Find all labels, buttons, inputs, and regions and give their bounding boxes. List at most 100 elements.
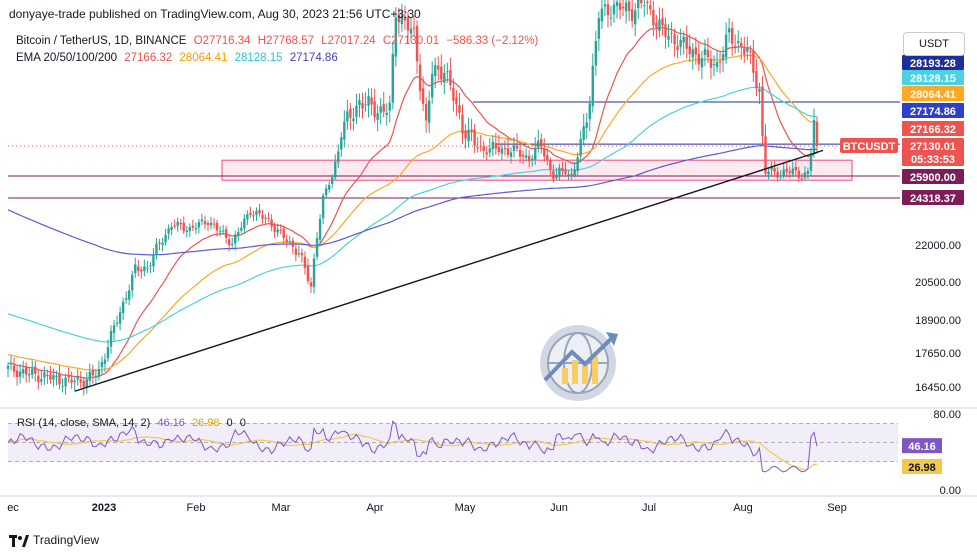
- candle: [761, 76, 764, 147]
- candle: [709, 50, 713, 80]
- candle: [737, 30, 740, 53]
- candle: [812, 108, 816, 158]
- candle: [15, 366, 19, 386]
- candle: [315, 232, 319, 261]
- candle: [591, 53, 594, 113]
- candle: [461, 104, 464, 144]
- time-tick-label: May: [455, 502, 476, 514]
- candle: [152, 247, 155, 273]
- candle: [664, 17, 667, 49]
- candle: [564, 162, 567, 177]
- candle: [600, 0, 604, 29]
- candle: [373, 88, 376, 123]
- candle: [543, 138, 546, 162]
- candle: [570, 167, 573, 180]
- candle: [46, 369, 49, 385]
- candle: [176, 217, 179, 232]
- candle: [606, 0, 610, 28]
- candle: [243, 214, 246, 234]
- candle: [297, 245, 301, 258]
- candle: [758, 82, 761, 105]
- candle: [679, 28, 682, 56]
- candle: [109, 325, 113, 354]
- ema-legend[interactable]: EMA 20/50/100/200 27166.32 28064.41 2812…: [16, 52, 342, 64]
- candle: [727, 18, 731, 43]
- candle: [249, 206, 252, 218]
- candle: [412, 15, 416, 37]
- candle: [143, 259, 146, 277]
- price-tag: 25900.00: [902, 169, 964, 184]
- candle: [112, 319, 116, 341]
- symbol-legend[interactable]: Bitcoin / TetherUS, 1D, BINANCE O27716.3…: [16, 35, 542, 47]
- candle: [615, 0, 619, 19]
- candle: [185, 225, 188, 238]
- candle: [121, 297, 125, 321]
- candle: [221, 224, 225, 235]
- candle: [76, 369, 79, 386]
- candle: [327, 181, 331, 193]
- candle: [782, 162, 785, 179]
- candle: [73, 377, 76, 391]
- candle: [637, 0, 640, 19]
- candle: [618, 0, 622, 20]
- candle: [546, 148, 549, 166]
- candle: [31, 360, 34, 379]
- candle: [621, 0, 625, 16]
- candle: [49, 365, 52, 384]
- symbol-tag: BTCUSDT: [840, 138, 898, 153]
- candle: [627, 0, 631, 22]
- horizontal-levels-layer: [8, 101, 900, 199]
- candle: [682, 31, 685, 55]
- candle: [370, 88, 373, 116]
- candle: [346, 99, 349, 130]
- candle: [803, 166, 807, 181]
- time-tick-label: Apr: [366, 502, 383, 514]
- svg-text:27166.32: 27166.32: [910, 124, 956, 136]
- candle: [646, 0, 649, 15]
- candle: [34, 361, 37, 382]
- price-tag: 27174.86: [902, 103, 964, 118]
- candle: [734, 34, 737, 54]
- candle: [106, 339, 110, 362]
- candle: [434, 57, 437, 88]
- candle: [521, 150, 525, 164]
- price-tag: 24318.37: [902, 190, 964, 205]
- candle: [597, 11, 601, 52]
- candle: [764, 124, 767, 177]
- candle: [718, 52, 722, 74]
- ema100-value: 28128.15: [234, 52, 283, 64]
- candle: [612, 0, 616, 23]
- tradingview-footer[interactable]: TradingView: [9, 533, 99, 547]
- rsi-extra-2: 0: [239, 417, 246, 429]
- price-tag: 05:33:53: [902, 151, 964, 166]
- candle: [161, 238, 164, 252]
- candle: [91, 364, 95, 384]
- candle: [391, 41, 395, 110]
- candle: [306, 258, 310, 285]
- candle: [285, 234, 288, 248]
- candle: [12, 357, 16, 378]
- candle: [443, 64, 446, 95]
- candle: [188, 223, 191, 237]
- svg-text:28064.41: 28064.41: [910, 89, 956, 101]
- candle: [500, 142, 504, 161]
- candle: [464, 123, 467, 149]
- candle: [779, 170, 782, 181]
- rsi-legend[interactable]: RSI (14, close, SMA, 14, 2) 46.16 26.98 …: [17, 417, 250, 429]
- ema20-value: 27166.32: [124, 52, 173, 64]
- candle: [70, 371, 73, 389]
- candle: [458, 92, 461, 120]
- candle: [6, 362, 10, 378]
- svg-text:05:33:53: 05:33:53: [911, 154, 955, 166]
- price-tick-label: 16450.00: [915, 382, 961, 394]
- currency-button[interactable]: USDT: [903, 32, 965, 56]
- candle: [561, 161, 564, 177]
- candle: [388, 95, 391, 123]
- candle: [194, 222, 198, 235]
- candle: [149, 261, 152, 274]
- candle: [431, 61, 434, 104]
- candle: [337, 144, 340, 168]
- svg-text:BTCUSDT: BTCUSDT: [843, 141, 896, 153]
- candle: [494, 132, 498, 155]
